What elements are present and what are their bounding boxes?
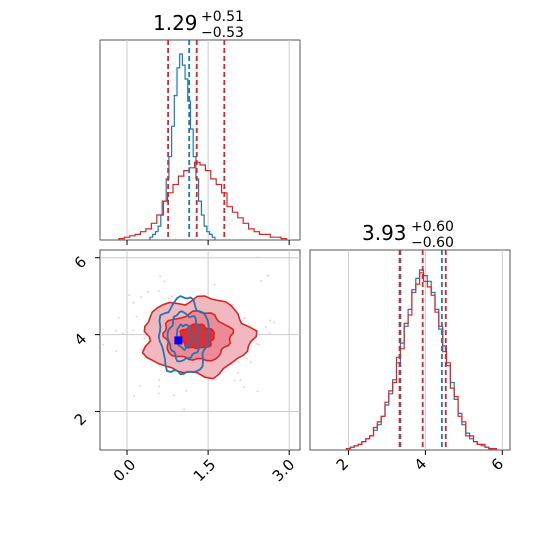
right-panel-title: 3.93 +0.60 −0.60: [362, 219, 454, 251]
scatter-point: [243, 317, 246, 320]
scatter-point: [183, 408, 186, 411]
scatter-point: [147, 290, 150, 293]
scatter-point: [132, 329, 135, 332]
title-minus: −0.53: [201, 25, 244, 41]
right-x-tick-labels: 2 4 6: [333, 455, 507, 474]
scatter-point: [167, 297, 170, 300]
scatter-point: [264, 326, 267, 328]
x-tick-label: 4: [411, 455, 430, 474]
joint-panel-frame: [99, 249, 301, 451]
scatter-point: [122, 332, 124, 335]
scatter-point: [239, 379, 242, 382]
scatter-point: [158, 392, 160, 395]
scatter-point: [140, 349, 143, 351]
top-panel-title: 1.29 +0.51 −0.53: [153, 9, 244, 41]
scatter-point: [237, 371, 240, 374]
top-panel-frame: [99, 39, 301, 241]
scatter-point: [163, 280, 166, 283]
x-tick-label: 0.0: [110, 456, 140, 486]
scatter-point: [256, 256, 259, 259]
quantile-lines: [167, 40, 447, 450]
title-plus: +0.51: [201, 9, 244, 25]
scatter-point: [258, 343, 260, 346]
x-tick-label: 1.5: [190, 456, 220, 486]
scatter-point: [117, 317, 120, 319]
title-minus: −0.60: [411, 235, 454, 251]
y-tick-label: 2: [71, 410, 90, 429]
y-tick-label: 6: [71, 253, 90, 272]
scatter-point: [171, 295, 173, 297]
scatter-point: [133, 395, 136, 398]
grid-lines: [100, 40, 503, 450]
scatter-point: [185, 390, 188, 392]
scatter-point: [158, 385, 161, 388]
scatter-point: [143, 337, 146, 340]
scatter-point: [267, 274, 269, 277]
scatter-point: [231, 303, 234, 306]
joint-contours: [102, 256, 276, 411]
histogram-series: [345, 269, 498, 450]
scatter-point: [158, 290, 160, 292]
title-plus: +0.60: [411, 219, 454, 235]
scatter-point: [102, 343, 104, 346]
scatter-point: [128, 294, 131, 297]
scatter-point: [115, 350, 118, 352]
scatter-point: [158, 378, 161, 381]
histogram-series: [149, 53, 216, 240]
histograms: [118, 53, 498, 450]
tick-marks: [95, 240, 503, 455]
y-tick-label: 4: [71, 330, 90, 349]
title-value: 1.29: [153, 11, 198, 35]
x-tick-label: 2: [333, 455, 352, 474]
joint-y-tick-labels: 2 4 6: [71, 253, 90, 429]
scatter-point: [255, 343, 258, 345]
point-marker: [174, 336, 183, 345]
scatter-point: [139, 385, 141, 387]
scatter-point: [268, 331, 271, 334]
scatter-point: [172, 394, 175, 397]
scatter-point: [269, 319, 272, 322]
contour-line: [166, 310, 200, 363]
scatter-point: [256, 390, 259, 393]
x-tick-label: 3.0: [269, 456, 299, 486]
scatter-point: [249, 361, 252, 363]
scatter-point: [260, 280, 263, 282]
scatter-point: [140, 296, 143, 298]
histogram-series: [345, 272, 498, 450]
title-value: 3.93: [362, 221, 407, 245]
scatter-point: [135, 315, 138, 318]
scatter-point: [233, 379, 236, 382]
scatter-point: [246, 357, 248, 360]
x-tick-label: 6: [488, 455, 507, 474]
joint-x-tick-labels: 0.0 1.5 3.0: [110, 456, 299, 486]
scatter-point: [273, 321, 276, 324]
scatter-point: [213, 283, 216, 286]
scatter-point: [243, 386, 246, 388]
scatter-point: [115, 330, 117, 332]
histogram-series: [118, 161, 288, 240]
scatter-point: [159, 275, 162, 278]
scatter-point: [237, 361, 240, 364]
scatter-point: [132, 301, 135, 304]
contour-line: [157, 295, 210, 376]
right-panel-frame: [309, 249, 511, 451]
